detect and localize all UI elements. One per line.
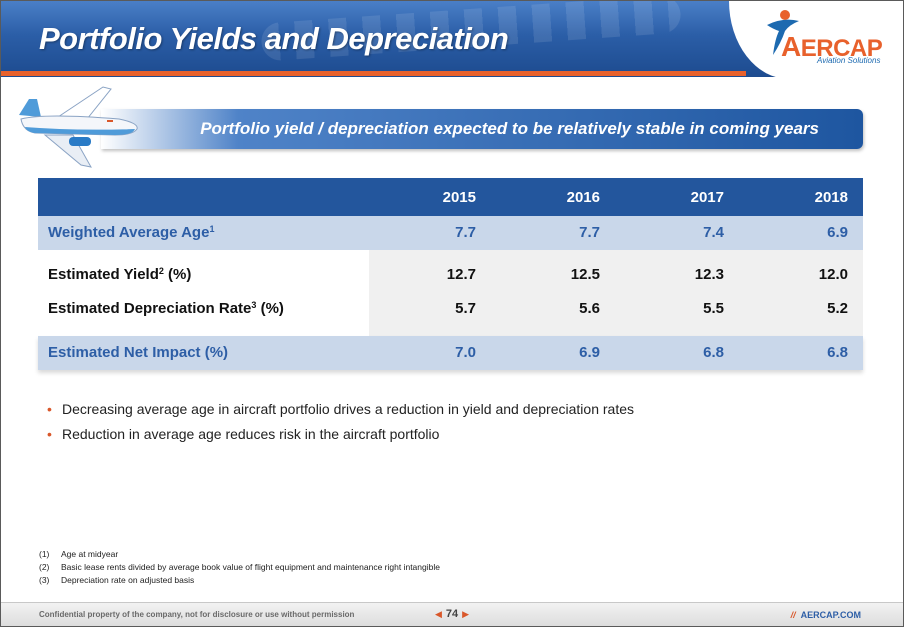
next-page-icon[interactable]: ▶ xyxy=(462,609,470,619)
table-cell: 12.0 xyxy=(818,266,848,283)
aircap-figure-icon xyxy=(767,10,799,56)
bullet-icon: • xyxy=(47,426,52,442)
bullet-icon: • xyxy=(47,401,52,417)
footnote-ref: 2 xyxy=(158,266,164,276)
row-label: Estimated Depreciation Rate3 (%) xyxy=(48,300,284,317)
list-item: • Decreasing average age in aircraft port… xyxy=(47,401,634,417)
column-header: 2018 xyxy=(814,189,848,206)
row-label: Weighted Average Age1 xyxy=(48,224,215,241)
row-label: Estimated Net Impact (%) xyxy=(48,344,229,361)
table-cell: 7.4 xyxy=(703,224,724,241)
bullet-list: • Decreasing average age in aircraft port… xyxy=(47,401,634,451)
subtitle-text: Portfolio yield / depreciation expected … xyxy=(200,119,819,138)
website-link[interactable]: //AERCAP.COM xyxy=(790,610,861,620)
airplane-icon xyxy=(19,86,138,168)
logo: AERCAP Aviation Solutions xyxy=(729,1,903,79)
page-indicator: ◀ 74 ▶ xyxy=(431,608,473,620)
table-row-estimated-net-impact: Estimated Net Impact (%) 7.0 6.9 6.8 6.8 xyxy=(38,336,863,370)
list-item: • Reduction in average age reduces risk i… xyxy=(47,426,440,442)
table-row-group-yield-depreciation: Estimated Yield2 (%) 12.7 12.5 12.3 12.0… xyxy=(38,250,863,336)
table-cell: 12.7 xyxy=(446,266,476,283)
table-cell: 6.8 xyxy=(827,344,848,361)
table-row-weighted-average-age: Weighted Average Age1 7.7 7.7 7.4 6.9 xyxy=(38,216,863,250)
table-cell: 7.7 xyxy=(579,224,600,241)
footer: Confidential property of the company, no… xyxy=(1,602,903,626)
table-cell: 12.3 xyxy=(694,266,724,283)
column-header: 2015 xyxy=(442,189,476,206)
table-cell: 12.5 xyxy=(570,266,600,283)
row-label: Estimated Yield2 (%) xyxy=(48,266,192,283)
confidentiality-notice: Confidential property of the company, no… xyxy=(39,610,355,619)
footnote-ref: 1 xyxy=(209,224,215,234)
table-cell: 5.5 xyxy=(703,300,724,317)
logo-wordmark: AERCAP xyxy=(781,31,883,62)
page-title: Portfolio Yields and Depreciation xyxy=(39,21,509,56)
column-header: 2017 xyxy=(690,189,724,206)
table-cell: 6.9 xyxy=(827,224,848,241)
table-cell: 6.8 xyxy=(703,344,724,361)
column-header: 2016 xyxy=(566,189,600,206)
logo-tagline: Aviation Solutions xyxy=(817,56,881,65)
banner-orange-stripe xyxy=(1,71,746,76)
table-cell: 5.7 xyxy=(455,300,476,317)
table-cell: 7.7 xyxy=(455,224,476,241)
subtitle-bar: Portfolio yield / depreciation expected … xyxy=(101,109,863,149)
table-header-row: 2015 2016 2017 2018 xyxy=(38,178,863,216)
table-cell: 5.2 xyxy=(827,300,848,317)
prev-page-icon[interactable]: ◀ xyxy=(435,609,442,619)
table-cell: 6.9 xyxy=(579,344,600,361)
table-cell: 7.0 xyxy=(455,344,476,361)
yield-depreciation-table: 2015 2016 2017 2018 Weighted Average Age… xyxy=(38,178,863,370)
footnote-ref: 3 xyxy=(251,300,257,310)
page-number: 74 xyxy=(445,608,459,620)
table-cell: 5.6 xyxy=(579,300,600,317)
slash-decoration-icon: // xyxy=(790,610,796,620)
